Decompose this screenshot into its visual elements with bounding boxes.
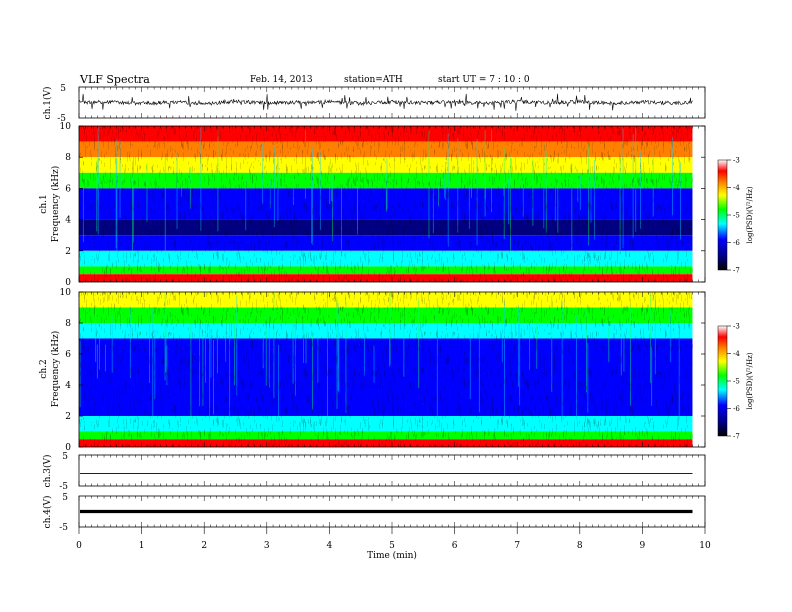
xtick-label-2: 2 bbox=[201, 541, 207, 551]
spec-ytick-label-0: 0 bbox=[65, 278, 71, 288]
ch1-ytick-top: 5 bbox=[60, 84, 66, 94]
ch2-spectrogram-speckle bbox=[79, 292, 693, 447]
xtick-label-5: 5 bbox=[389, 541, 395, 551]
xtick-label-3: 3 bbox=[264, 541, 270, 551]
xtick-label-10: 10 bbox=[699, 541, 711, 551]
ch2-frequency-ylabel: Frequency (kHz) bbox=[50, 331, 61, 408]
ch1-colorbar-ticks: -3 -4 -5 -6 -7 bbox=[727, 157, 740, 275]
ch1-spectrogram-image bbox=[79, 126, 693, 282]
ch4-waveform-ylabel: ch.4(V) bbox=[42, 496, 53, 529]
spec-ytick-label-0: 0 bbox=[65, 443, 71, 453]
ch3-waveform-panel: 5 -5 ch.3(V) bbox=[42, 452, 706, 492]
time-axis-label: Time (min) bbox=[367, 550, 417, 561]
xtick-label-8: 8 bbox=[577, 541, 583, 551]
colorbar-tick-label-0: -3 bbox=[733, 157, 740, 165]
ch1-waveform-trace bbox=[78, 93, 693, 111]
ch2-colorbar bbox=[717, 325, 728, 437]
xtick-label-7: 7 bbox=[514, 541, 520, 551]
colorbar-tick-label-4: -7 bbox=[733, 267, 740, 275]
ch4-ytick-top: 5 bbox=[62, 493, 68, 503]
spec-ytick-label-4: 8 bbox=[65, 319, 71, 329]
time-axis-tick-labels: 0 1 2 3 4 5 6 7 8 9 10 bbox=[76, 541, 711, 551]
start-time-label: start UT = 7 : 10 : 0 bbox=[438, 75, 530, 85]
spec-ytick-label-4: 8 bbox=[65, 153, 71, 163]
ch1-colorbar bbox=[717, 159, 728, 271]
xtick-label-6: 6 bbox=[452, 541, 458, 551]
spec-ytick-label-1: 2 bbox=[65, 247, 71, 257]
ch2-spectrogram-yticks: 0 2 4 6 8 10 bbox=[60, 288, 705, 453]
figure-title: VLF Spectra bbox=[79, 73, 150, 86]
xtick-label-4: 4 bbox=[327, 541, 333, 551]
ch2-spectrogram-ylabel: ch.2 bbox=[39, 359, 49, 378]
time-axis-ticks bbox=[78, 87, 706, 534]
ch2-colorbar-ticks: -3 -4 -5 -6 -7 bbox=[727, 323, 740, 441]
colorbar-tick-label-1: -4 bbox=[733, 350, 740, 358]
ch2-spectrogram-image bbox=[79, 292, 693, 447]
colorbar-tick-label-3: -6 bbox=[733, 239, 740, 247]
spec-ytick-label-5: 10 bbox=[60, 288, 72, 298]
ch4-ytick-bottom: -5 bbox=[59, 523, 68, 533]
colorbar-tick-label-3: -6 bbox=[733, 405, 740, 413]
ch1-colorbar-label: log(PSD)(V²/Hz) bbox=[746, 186, 754, 243]
colorbar-tick-label-1: -4 bbox=[733, 184, 740, 192]
ch1-waveform-frame bbox=[78, 86, 706, 119]
xtick-label-0: 0 bbox=[76, 541, 82, 551]
spec-ytick-label-5: 10 bbox=[60, 122, 72, 132]
xtick-label-1: 1 bbox=[139, 541, 145, 551]
ch1-ytick-bottom: -5 bbox=[57, 114, 66, 124]
spec-ytick-label-3: 6 bbox=[65, 184, 71, 194]
ch3-waveform-ylabel: ch.3(V) bbox=[42, 455, 53, 488]
ch2-colorbar-label: log(PSD)(V²/Hz) bbox=[746, 352, 754, 409]
ch1-spectrogram-ylabel: ch.1 bbox=[39, 194, 49, 213]
colorbar-tick-label-4: -7 bbox=[733, 433, 740, 441]
spec-ytick-label-2: 4 bbox=[65, 381, 71, 391]
xtick-label-9: 9 bbox=[640, 541, 646, 551]
ch3-ytick-top: 5 bbox=[62, 452, 68, 462]
ch3-ytick-bottom: -5 bbox=[59, 482, 68, 492]
station-label: station=ATH bbox=[344, 75, 403, 85]
ch1-waveform-ylabel: ch.1(V) bbox=[42, 87, 53, 120]
ch3-waveform-frame bbox=[78, 454, 706, 487]
spec-ytick-label-1: 2 bbox=[65, 412, 71, 422]
ch1-spectrogram-speckle bbox=[79, 126, 693, 282]
spec-ytick-label-2: 4 bbox=[65, 216, 71, 226]
colorbar-tick-label-2: -5 bbox=[733, 378, 740, 386]
spec-ytick-label-3: 6 bbox=[65, 350, 71, 360]
date-label: Feb. 14, 2013 bbox=[250, 75, 313, 85]
ch1-spectrogram-yticks: 0 2 4 6 8 10 bbox=[60, 122, 705, 288]
colorbar-tick-label-2: -5 bbox=[733, 212, 740, 220]
ch1-frequency-ylabel: Frequency (kHz) bbox=[50, 166, 61, 243]
ch1-waveform-panel: 5 -5 ch.1(V) bbox=[42, 84, 706, 124]
colorbar-tick-label-0: -3 bbox=[733, 323, 740, 331]
ch1-waveform-path bbox=[78, 93, 693, 111]
